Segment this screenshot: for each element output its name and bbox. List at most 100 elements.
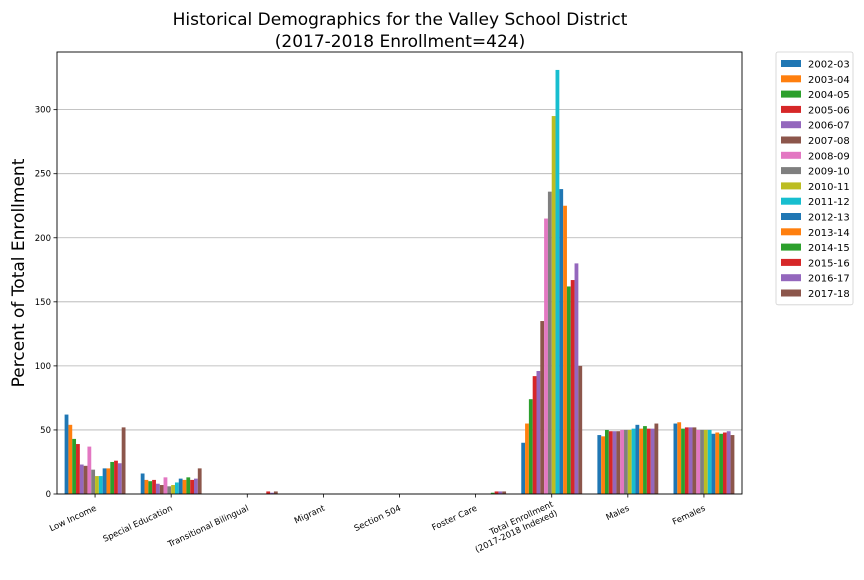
bar [76, 444, 80, 494]
legend-label: 2008-09 [808, 151, 850, 162]
bar [197, 468, 202, 494]
bar [525, 423, 529, 494]
bar [547, 191, 552, 495]
bar [696, 429, 701, 494]
x-tick-label: Total Enrollment(2017-2018 Indexed) [470, 499, 560, 555]
bar [715, 432, 720, 494]
x-tick-label: Males [605, 503, 632, 523]
legend-swatch [781, 105, 801, 113]
bar [121, 427, 126, 494]
bar [711, 433, 716, 494]
legend-label: 2010-11 [808, 182, 850, 193]
y-tick-label: 300 [35, 106, 51, 116]
bar [68, 424, 73, 494]
bar [643, 426, 647, 494]
bar [719, 433, 723, 494]
bar [83, 465, 88, 494]
x-tick-label: Females [671, 503, 708, 527]
bar [684, 427, 689, 494]
bar [91, 469, 96, 494]
y-tick-label: 100 [35, 362, 51, 372]
bar [608, 431, 613, 494]
bar [490, 492, 495, 494]
bar [700, 429, 704, 494]
bar [703, 429, 708, 494]
legend-label: 2007-08 [808, 136, 850, 147]
legend-label: 2006-07 [808, 121, 850, 132]
bar [597, 435, 602, 494]
legend-swatch [781, 182, 801, 190]
legend-swatch [781, 197, 801, 205]
legend-swatch [781, 90, 801, 98]
bar [87, 446, 92, 494]
x-tick-label: Section 504 [353, 504, 403, 534]
bar [536, 371, 541, 494]
bar [639, 428, 644, 494]
legend-label: 2016-17 [808, 274, 850, 285]
y-tick-label: 150 [35, 298, 51, 308]
bar [528, 399, 533, 494]
y-tick-label: 200 [35, 234, 51, 244]
bar [186, 477, 191, 494]
bar [72, 438, 77, 494]
bar [574, 263, 579, 494]
bar [167, 486, 172, 494]
bar [102, 468, 107, 494]
bar [601, 436, 605, 494]
bar [677, 422, 682, 494]
bar [627, 429, 632, 494]
bar [646, 428, 651, 494]
legend-swatch [781, 243, 801, 251]
bar [578, 365, 583, 494]
bar [688, 427, 693, 494]
bar [654, 423, 659, 494]
bar [624, 429, 628, 494]
legend-box [775, 51, 854, 306]
bar [114, 460, 118, 494]
bar [98, 476, 103, 494]
chart-title: Historical Demographics for the Valley S… [173, 10, 628, 30]
legend-label: 2002-03 [808, 60, 850, 71]
bar [190, 479, 194, 494]
bars [64, 69, 735, 495]
legend-swatch [781, 75, 801, 83]
legend-label: 2005-06 [808, 105, 850, 116]
bar [631, 428, 636, 494]
bar [673, 423, 678, 494]
bar [106, 468, 111, 494]
bar [521, 442, 526, 494]
bar [551, 116, 556, 494]
bar [563, 205, 567, 494]
bar [266, 491, 271, 494]
bar [559, 189, 564, 495]
bar [722, 432, 727, 494]
bar [140, 473, 145, 494]
bar [144, 479, 149, 494]
bar [566, 286, 571, 494]
legend-label: 2014-15 [808, 243, 850, 254]
bar [544, 218, 548, 494]
bar [79, 464, 84, 494]
legend-label: 2009-10 [808, 167, 850, 178]
bar [681, 428, 685, 494]
y-axis-label: Percent of Total Enrollment [9, 158, 29, 387]
bar [620, 429, 625, 494]
bar [498, 491, 503, 494]
x-tick-label: Special Education [102, 504, 175, 545]
bar [502, 491, 507, 494]
bar [194, 478, 198, 494]
bar [178, 478, 183, 494]
bar [110, 461, 115, 494]
legend-swatch [781, 274, 801, 282]
legend-label: 2011-12 [808, 197, 850, 208]
legend-swatch [781, 151, 801, 159]
bar [555, 69, 560, 495]
bar [95, 476, 99, 494]
bar [532, 376, 537, 494]
bar [270, 492, 274, 494]
legend-label: 2003-04 [808, 75, 850, 86]
bar [730, 435, 735, 494]
bar [152, 479, 156, 494]
bar [159, 485, 164, 494]
